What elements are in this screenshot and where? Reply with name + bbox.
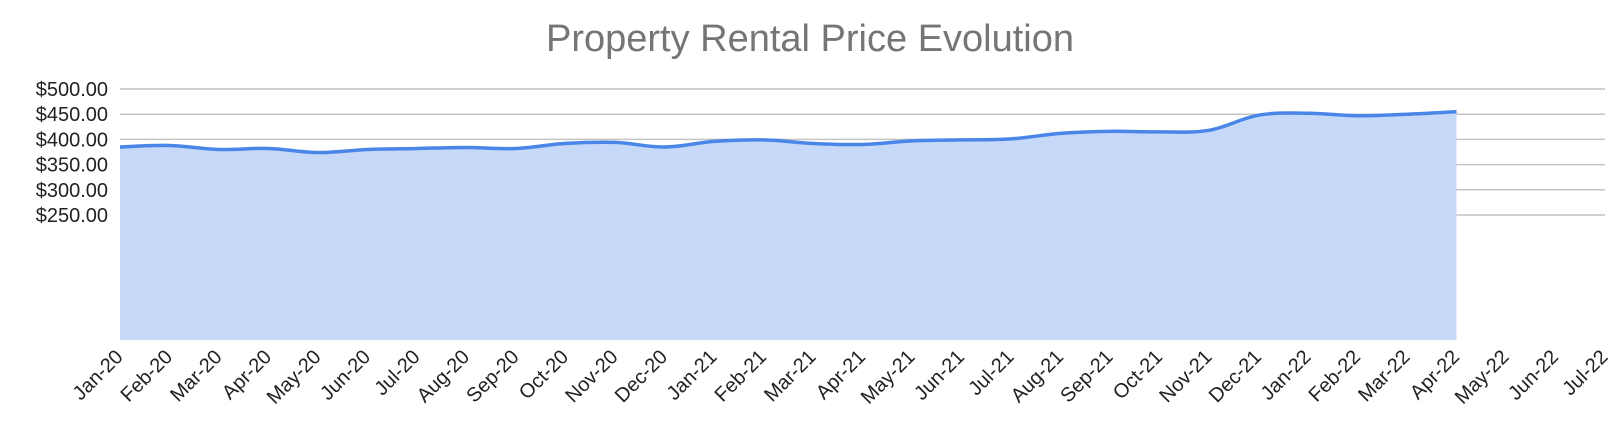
x-tick-label: Feb-22 xyxy=(1305,346,1365,406)
x-tick-label: Dec-21 xyxy=(1205,346,1266,407)
y-tick-label: $450.00 xyxy=(36,104,108,126)
x-tick-label: Nov-21 xyxy=(1155,346,1216,407)
y-tick-label: $300.00 xyxy=(36,180,108,202)
x-tick-label: Sep-20 xyxy=(462,346,523,407)
y-tick-label: $500.00 xyxy=(36,79,108,101)
x-tick-label: Dec-20 xyxy=(611,346,672,407)
x-tick-label: May-22 xyxy=(1451,346,1514,409)
x-tick-label: Aug-21 xyxy=(1007,346,1068,407)
x-tick-label: Jan-22 xyxy=(1257,346,1316,405)
x-tick-label: Sep-21 xyxy=(1056,346,1117,407)
x-tick-label: Mar-22 xyxy=(1354,346,1414,406)
x-tick-label: Nov-20 xyxy=(561,346,622,407)
x-axis-labels: Jan-20Feb-20Mar-20Apr-20May-20Jun-20Jul-… xyxy=(69,346,1613,409)
x-tick-label: May-20 xyxy=(263,346,326,409)
x-tick-label: Mar-20 xyxy=(166,346,226,406)
x-tick-label: May-21 xyxy=(857,346,920,409)
chart-title: Property Rental Price Evolution xyxy=(545,18,1075,60)
x-tick-label: Aug-20 xyxy=(413,346,474,407)
series-line xyxy=(119,109,1457,155)
x-tick-label: Jul-22 xyxy=(1558,346,1612,400)
y-tick-label: $400.00 xyxy=(36,129,108,151)
area-fill xyxy=(120,111,1457,341)
y-tick-label: $350.00 xyxy=(36,155,108,177)
y-tick-label: $250.00 xyxy=(36,205,108,227)
y-axis-labels: $250.00 $300.00 $350.00 $400.00 $450.00 $500.… xyxy=(36,79,108,227)
x-tick-label: Jun-20 xyxy=(316,346,375,405)
x-tick-label: Mar-21 xyxy=(760,346,820,406)
x-tick-label: Feb-21 xyxy=(711,346,771,406)
x-tick-label: Jan-21 xyxy=(663,346,722,405)
x-tick-label: Jun-22 xyxy=(1504,346,1563,405)
x-tick-label: Jun-21 xyxy=(910,346,969,405)
x-tick-label: Jan-20 xyxy=(69,346,128,405)
x-tick-label: Feb-20 xyxy=(117,346,177,406)
